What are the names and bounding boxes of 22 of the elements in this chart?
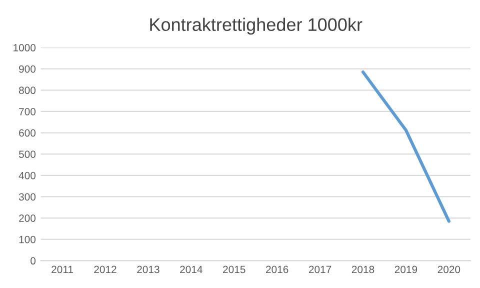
x-tick-label: 2011	[52, 266, 73, 274]
y-tick-label: 1000	[14, 44, 36, 52]
x-tick-label: 2020	[438, 266, 460, 274]
x-tick-label: 2012	[94, 266, 116, 274]
y-tick-label: 200	[19, 214, 36, 222]
y-tick-label: 100	[19, 236, 36, 244]
y-tick-label: 300	[18, 193, 36, 201]
chart-title: Kontraktrettigheder 1000kr	[150, 18, 362, 35]
y-tick-label: 500	[18, 150, 36, 158]
x-tick-label: 2016	[266, 266, 288, 274]
y-tick-label: 800	[19, 86, 36, 94]
y-tick-label: 700	[19, 108, 36, 116]
y-tick-label: 0	[30, 257, 36, 265]
x-tick-label: 2014	[180, 266, 202, 274]
x-tick-label: 2019	[394, 266, 418, 274]
x-tick-label: 2017	[308, 266, 332, 274]
x-tick-label: 2018	[352, 266, 374, 274]
x-tick-label: 2013	[137, 266, 160, 274]
y-tick-label: 900	[19, 65, 36, 73]
y-tick-label: 600	[19, 129, 36, 137]
x-tick-label: 2015	[223, 266, 246, 274]
y-tick-label: 400	[18, 172, 36, 180]
